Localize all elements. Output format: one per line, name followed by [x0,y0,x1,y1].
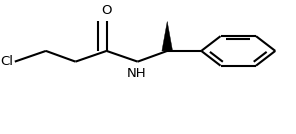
Text: O: O [101,4,112,17]
Text: NH: NH [126,67,146,80]
Polygon shape [162,21,173,51]
Text: Cl: Cl [0,55,13,68]
